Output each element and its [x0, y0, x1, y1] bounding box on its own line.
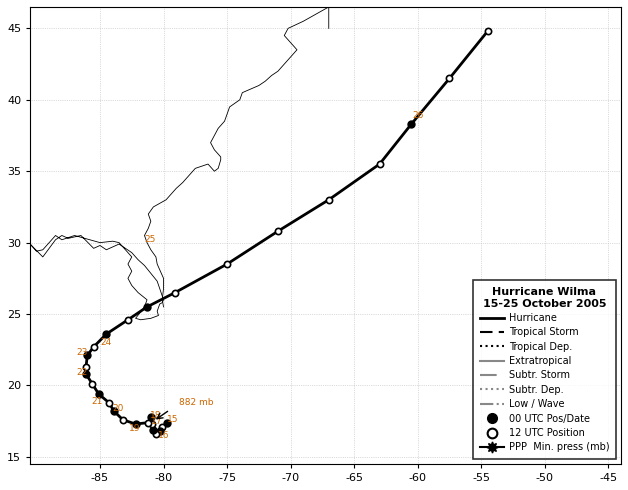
Text: 19: 19 [129, 424, 140, 433]
Text: 16: 16 [158, 431, 170, 440]
Text: 21: 21 [92, 397, 103, 406]
Text: 882 mb: 882 mb [179, 398, 214, 407]
Text: 20: 20 [112, 404, 124, 413]
Text: 25: 25 [144, 235, 155, 245]
Text: 17: 17 [151, 416, 163, 426]
Text: 23: 23 [77, 348, 88, 357]
Text: 26: 26 [412, 111, 423, 120]
Legend: Hurricane, Tropical Storm, Tropical Dep., Extratropical, Subtr. Storm, Subtr. De: Hurricane, Tropical Storm, Tropical Dep.… [473, 280, 616, 459]
Text: 18: 18 [150, 411, 161, 420]
Text: 22: 22 [77, 368, 88, 377]
Text: 24: 24 [100, 338, 112, 347]
Text: 15: 15 [166, 415, 178, 424]
